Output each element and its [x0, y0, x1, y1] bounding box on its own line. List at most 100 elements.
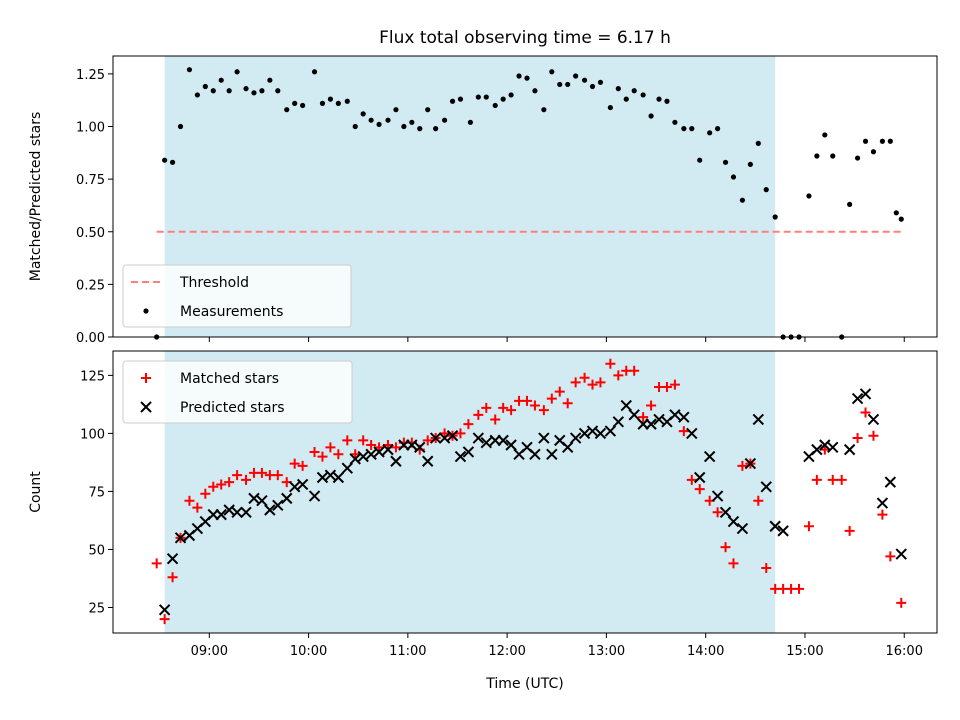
measurement-point [648, 113, 654, 119]
measurement-point [722, 159, 729, 165]
measurement-point [226, 88, 232, 94]
measurement-point [319, 100, 326, 106]
measurement-point [292, 100, 298, 106]
legend: Threshold Measurements [122, 264, 352, 328]
predicted-stars-point [438, 432, 451, 444]
predicted-stars-point [429, 432, 442, 444]
predicted-stars-point [231, 506, 243, 519]
predicted-stars-point [422, 455, 434, 467]
measurement-point [457, 96, 464, 102]
measurement-point [887, 138, 893, 144]
predicted-stars-point [620, 399, 632, 412]
legend-predicted-handle [140, 401, 152, 413]
measurement-point [573, 73, 579, 79]
matched-stars-point [538, 405, 549, 416]
matched-stars-point [224, 477, 235, 488]
measurement-point [898, 216, 904, 222]
predicted-stars-point [811, 443, 823, 456]
measurement-point [581, 77, 588, 83]
predicted-stars-point [296, 478, 309, 491]
measurement-point [854, 155, 861, 161]
predicted-stars-point [569, 432, 582, 444]
predicted-stars-point [373, 446, 385, 458]
predicted-stars-point [505, 439, 517, 451]
predicted-stars-point [480, 436, 492, 449]
matched-stars-point [184, 495, 195, 506]
matched-stars-point [737, 460, 748, 471]
predicted-stars-point [288, 481, 301, 493]
y-tick-label: 0.00 [76, 331, 105, 346]
measurement-point [393, 107, 399, 113]
axes-frame [112, 55, 938, 338]
predicted-stars-point [752, 413, 765, 426]
predicted-stars-point [628, 409, 640, 421]
predicted-stars-point [341, 462, 354, 474]
measurement-point [664, 98, 670, 104]
measurement-point [275, 88, 281, 94]
matched-stars-point [605, 358, 616, 369]
measurement-point [707, 130, 713, 136]
predicted-stars-point [472, 432, 485, 444]
y-tick-label: 1.00 [76, 121, 105, 136]
predicted-stars-point [357, 450, 369, 463]
x-axis-label: Time (UTC) [485, 676, 563, 692]
predicted-stars-point [174, 532, 187, 544]
measurement-point [739, 197, 746, 203]
predicted-stars-point [819, 439, 831, 451]
measurement-point [672, 119, 678, 125]
matched-stars-point [712, 507, 723, 518]
predicted-stars-point [586, 425, 599, 437]
predicted-stars-point [653, 413, 665, 426]
legend-label: Measurements [180, 304, 283, 320]
matched-stars-point [241, 474, 252, 485]
predicted-stars-point [604, 425, 617, 437]
predicted-stars-point [446, 430, 459, 442]
predicted-stars-point [827, 441, 839, 454]
measurement-point [344, 98, 350, 104]
matched-stars-point [694, 484, 705, 495]
x-tick-label: 09:00 [191, 644, 228, 659]
matched-stars-point [669, 379, 680, 390]
measurement-point [385, 117, 391, 123]
measurement-point [607, 104, 613, 111]
matched-stars-point [629, 365, 640, 376]
matched-stars-point [661, 381, 672, 392]
measurement-point [243, 86, 249, 92]
measurement-point [549, 69, 555, 75]
predicted-stars-point [694, 471, 706, 484]
matched-stars-point [852, 433, 863, 444]
matched-stars-point [358, 435, 369, 446]
predicted-stars-point [859, 388, 872, 400]
matched-stars-point [325, 442, 336, 453]
matched-stars-point [529, 400, 540, 411]
predicted-stars-point [876, 497, 889, 509]
predicted-stars-point [546, 448, 558, 460]
predicted-stars-point [223, 504, 235, 516]
y-tick-label: 50 [88, 543, 105, 558]
measurement-point [300, 102, 306, 109]
measurement-point [467, 119, 473, 125]
measurement-point [631, 88, 637, 94]
predicted-stars-point [777, 525, 789, 537]
matched-stars-point [794, 583, 805, 594]
measurement-point [714, 126, 721, 132]
predicted-stars-point [678, 411, 690, 423]
chart-panel-2: 09:00 10:00 11:00 12:00 13:00 14:00 15:00 16:00… [28, 350, 938, 692]
measurement-point [763, 187, 769, 193]
measurement-point [697, 157, 703, 163]
measurement-point [814, 153, 820, 159]
matched-stars-point [720, 542, 731, 553]
matched-stars-point [216, 479, 227, 490]
measurement-point [284, 107, 290, 113]
predicted-stars-point [760, 481, 772, 493]
measurement-point [772, 214, 778, 220]
predicted-stars-point [769, 520, 781, 532]
matched-stars-point [579, 372, 590, 383]
measurement-point [615, 86, 621, 92]
measurement-point [870, 149, 877, 155]
measurement-point [335, 100, 341, 106]
predicted-stars-point [256, 494, 268, 507]
predicted-stars-point [867, 413, 880, 426]
matched-stars-point [613, 370, 624, 381]
